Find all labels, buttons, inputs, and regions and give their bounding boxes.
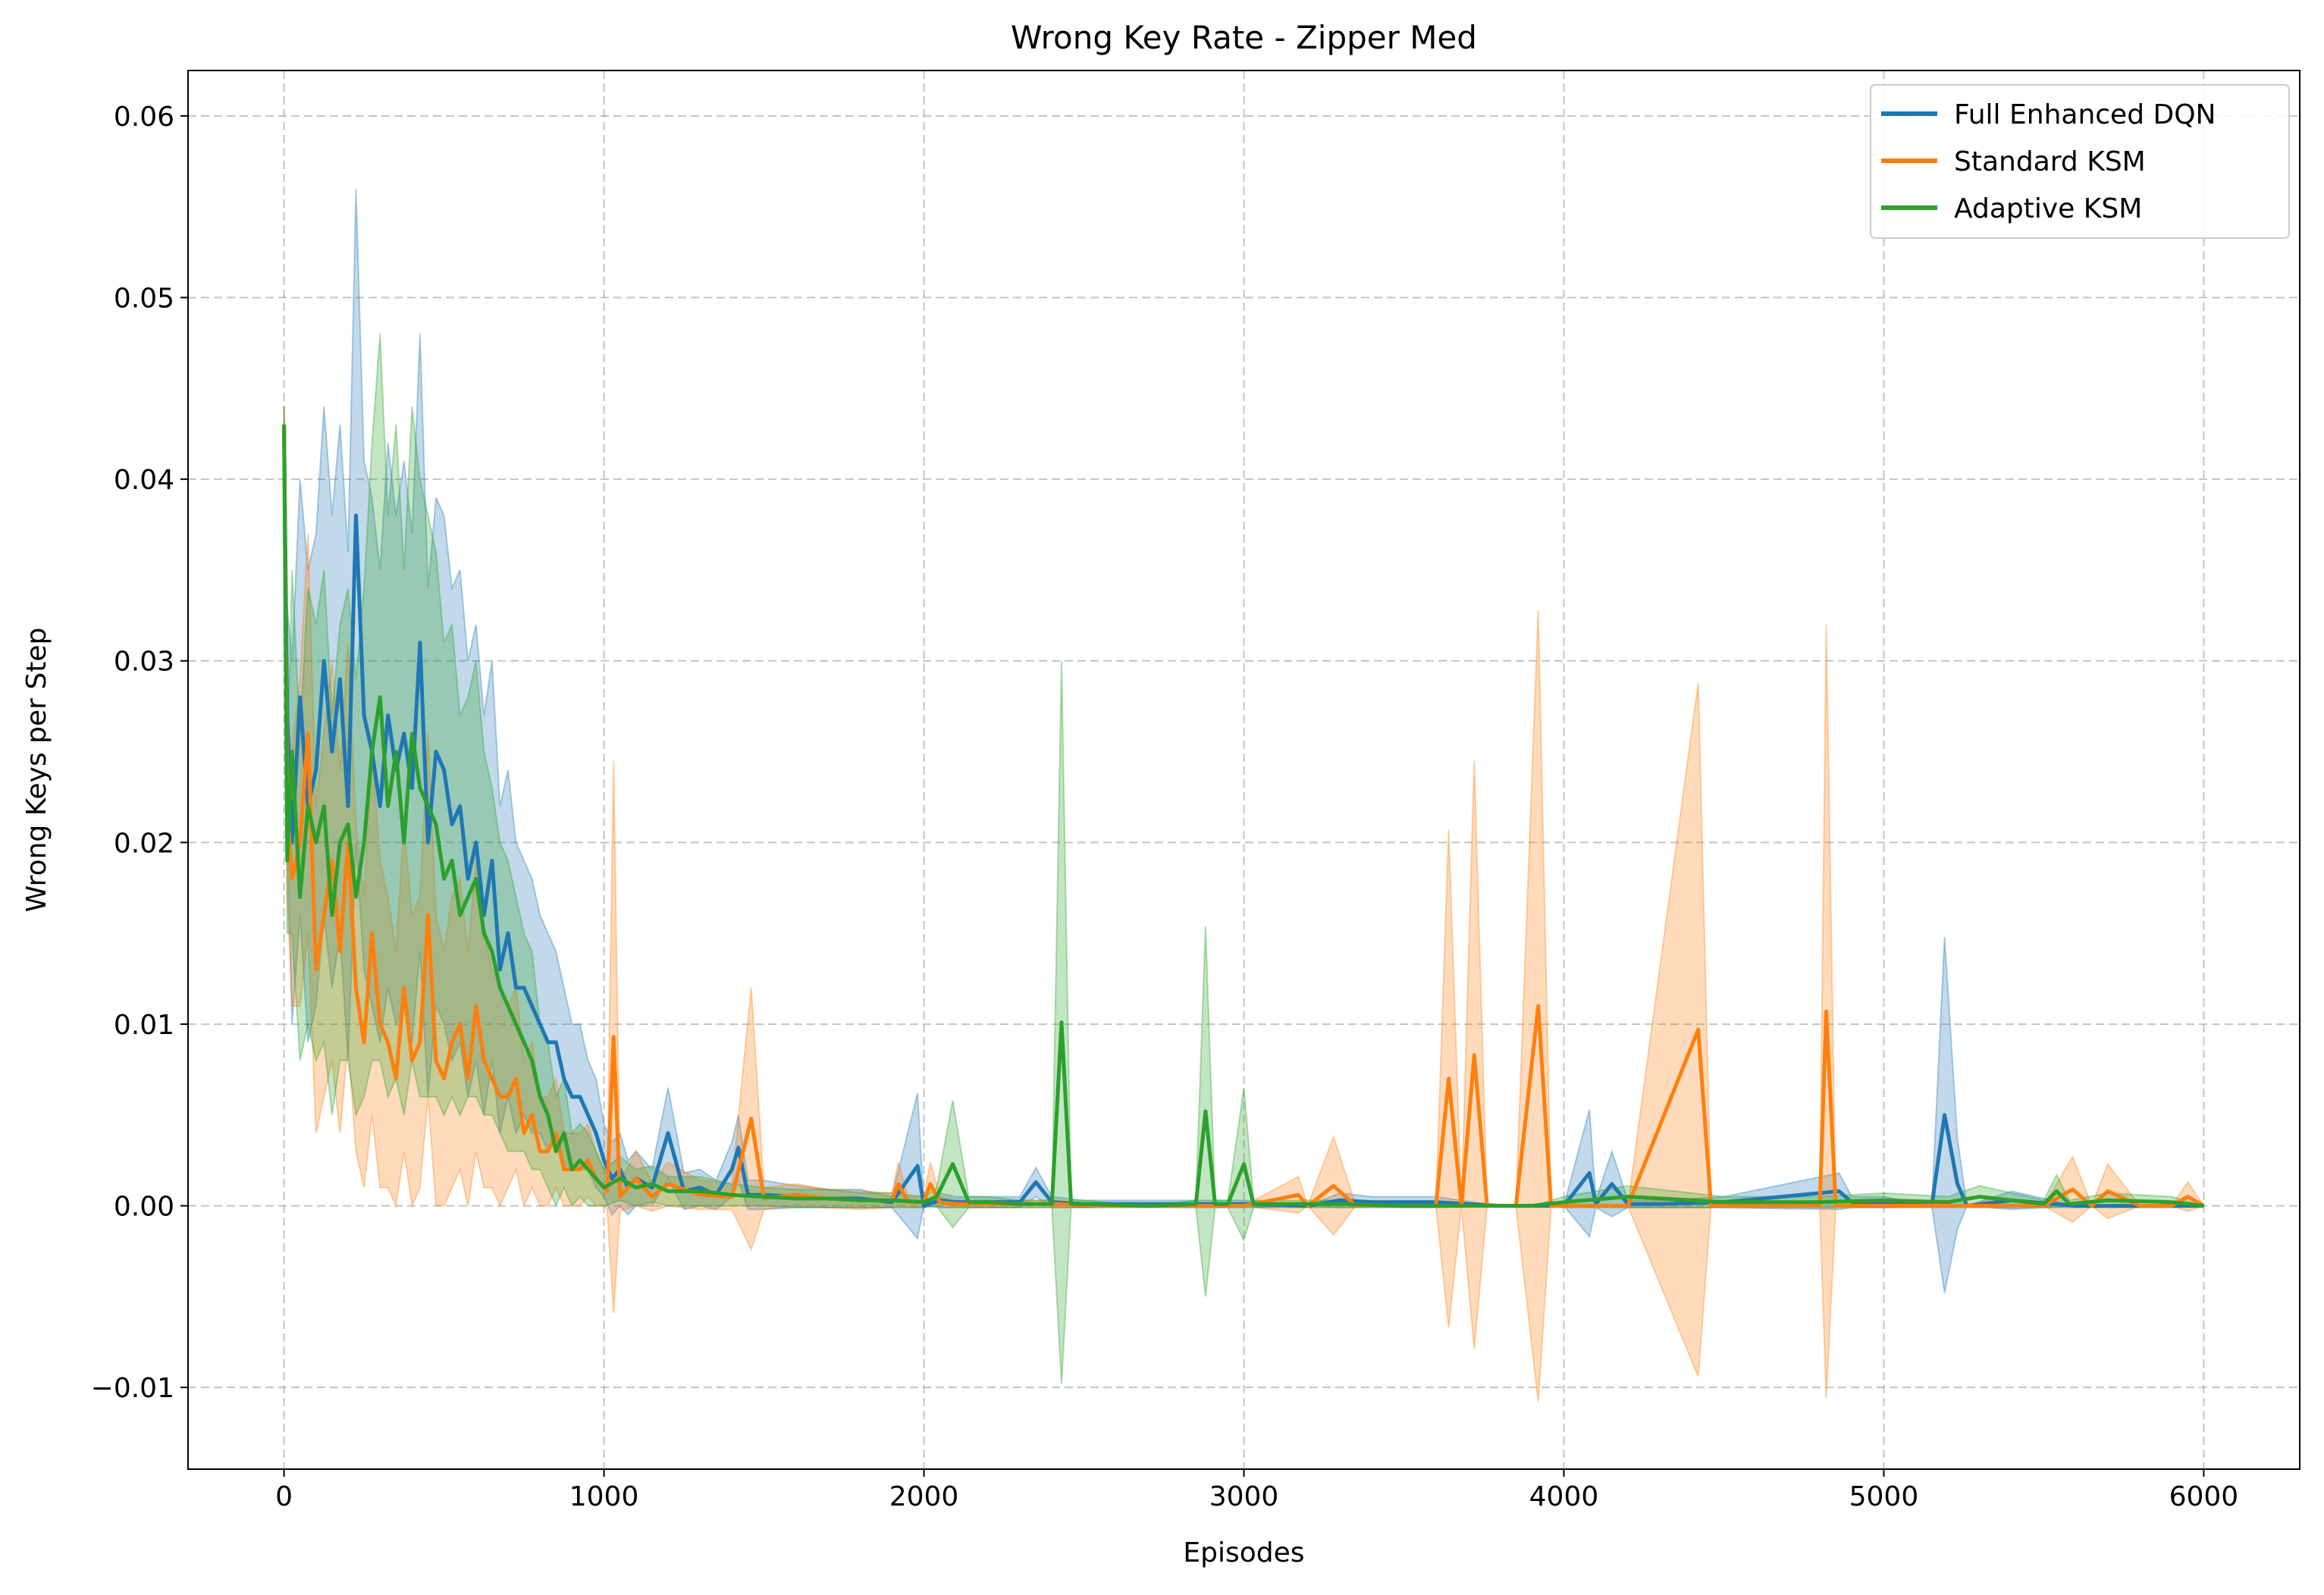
x-tick-label: 4000 [1529, 1481, 1599, 1512]
x-tick-label: 0 [275, 1481, 293, 1512]
x-tick-label: 3000 [1209, 1481, 1279, 1512]
series-line-2 [282, 425, 2204, 1208]
x-tick-label: 2000 [889, 1481, 959, 1512]
y-tick-label: 0.03 [114, 647, 174, 678]
y-tick-label: 0.04 [114, 465, 174, 496]
legend: Full Enhanced DQN Standard KSM Adaptive KS… [1870, 84, 2290, 239]
legend-label: Adaptive KSM [1954, 193, 2142, 224]
legend-label: Full Enhanced DQN [1954, 99, 2216, 130]
series-line-1 [282, 425, 2205, 1208]
legend-items: Full Enhanced DQN Standard KSM Adaptive KS… [1881, 99, 2216, 224]
y-tick-label: 0.01 [114, 1010, 174, 1041]
x-tick-label: 1000 [569, 1481, 639, 1512]
chart-title: Wrong Key Rate - Zipper Med [1011, 19, 1477, 56]
y-tick-label: 0.06 [114, 102, 174, 133]
tick-layer: 0 1000 2000 3000 4000 5000 6000 −0.01 0.00 0.01 0.… [91, 102, 2239, 1512]
y-tick-label: 0.00 [114, 1192, 174, 1223]
y-tick-label: 0.05 [114, 284, 174, 315]
y-axis-label: Wrong Keys per Step [21, 628, 52, 913]
legend-box [1870, 84, 2290, 239]
y-tick-label: −0.01 [91, 1373, 174, 1404]
y-tick-label: 0.02 [114, 828, 174, 859]
series-band-1 [283, 406, 2205, 1402]
legend-label: Standard KSM [1954, 146, 2146, 177]
line-layer [282, 425, 2205, 1208]
x-tick-label: 5000 [1849, 1481, 1919, 1512]
x-tick-label: 6000 [2169, 1481, 2239, 1512]
series-line-0 [282, 425, 2204, 1208]
x-axis-label: Episodes [1183, 1537, 1304, 1568]
